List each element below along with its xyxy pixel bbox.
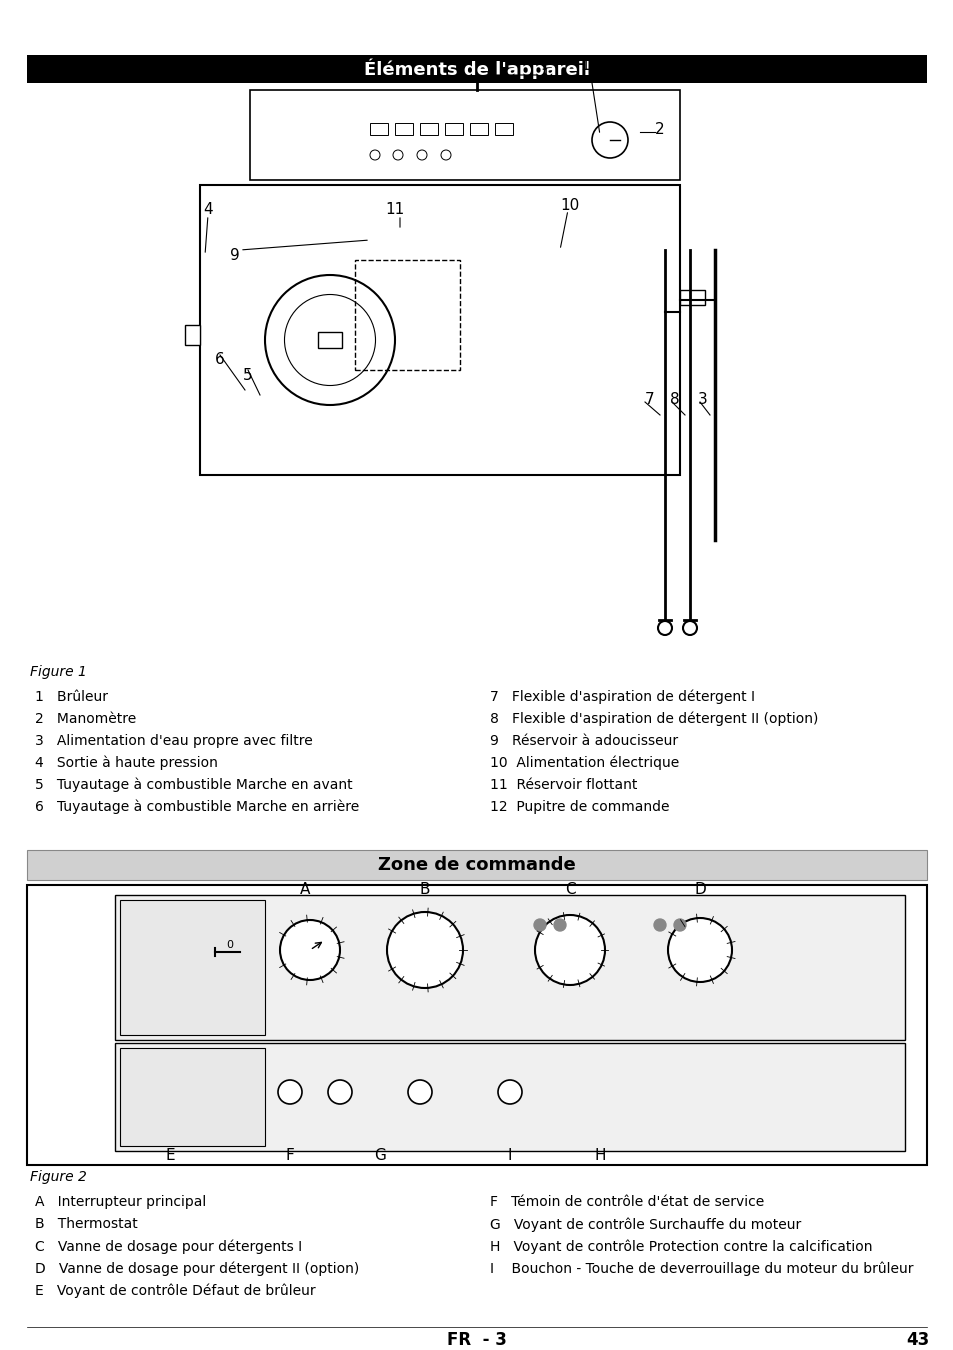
Text: 11: 11	[385, 202, 404, 217]
Text: 1   Brûleur: 1 Brûleur	[35, 690, 108, 703]
Text: 8: 8	[670, 393, 679, 408]
Text: I: I	[507, 1148, 512, 1162]
Text: 5: 5	[243, 367, 253, 382]
Bar	[115, 895, 904, 1040]
Text: 12: 12	[579, 58, 599, 73]
Text: H: H	[594, 1148, 605, 1162]
Text: E   Voyant de contrôle Défaut de brûleur: E Voyant de contrôle Défaut de brûleur	[35, 1282, 315, 1297]
Text: 8   Flexible d'aspiration de détergent II (option): 8 Flexible d'aspiration de détergent II …	[490, 711, 818, 726]
Circle shape	[654, 919, 665, 931]
Bar	[250, 90, 679, 180]
Bar	[27, 886, 926, 1165]
Bar	[27, 850, 926, 880]
Bar	[27, 55, 926, 82]
Text: 1: 1	[539, 68, 549, 82]
Text: Zone de commande: Zone de commande	[377, 856, 576, 873]
Text: 6   Tuyautage à combustible Marche en arrière: 6 Tuyautage à combustible Marche en arri…	[35, 801, 359, 814]
Text: 2   Manomètre: 2 Manomètre	[35, 711, 136, 726]
Bar	[495, 123, 513, 135]
Text: 3: 3	[698, 393, 707, 408]
Text: 43: 43	[905, 1331, 929, 1349]
Text: 9   Réservoir à adoucisseur: 9 Réservoir à adoucisseur	[490, 734, 678, 748]
Circle shape	[284, 294, 375, 386]
Text: D   Vanne de dosage pour détergent II (option): D Vanne de dosage pour détergent II (opt…	[35, 1261, 359, 1276]
Text: 6: 6	[214, 352, 225, 367]
Text: F: F	[285, 1148, 294, 1162]
Text: Figure 2: Figure 2	[30, 1170, 87, 1184]
Text: 10: 10	[559, 197, 579, 212]
Text: F   Témoin de contrôle d'état de service: F Témoin de contrôle d'état de service	[490, 1195, 763, 1210]
Text: 10  Alimentation électrique: 10 Alimentation électrique	[490, 756, 679, 771]
Text: E: E	[165, 1148, 174, 1162]
Circle shape	[265, 275, 395, 405]
Text: 11  Réservoir flottant: 11 Réservoir flottant	[490, 778, 637, 792]
Circle shape	[497, 1080, 521, 1104]
Bar	[120, 1048, 265, 1146]
Text: Éléments de l'appareil: Éléments de l'appareil	[364, 59, 589, 80]
Circle shape	[534, 919, 545, 931]
Circle shape	[535, 915, 604, 986]
Text: 4   Sortie à haute pression: 4 Sortie à haute pression	[35, 756, 217, 771]
Text: 4: 4	[203, 202, 213, 217]
Text: G: G	[374, 1148, 386, 1162]
Bar	[355, 261, 459, 370]
Text: 2: 2	[655, 123, 664, 138]
Circle shape	[667, 918, 731, 981]
Bar	[115, 1044, 904, 1152]
Bar	[395, 123, 413, 135]
Circle shape	[387, 913, 462, 988]
Text: B   Thermostat: B Thermostat	[35, 1216, 137, 1231]
Bar	[470, 123, 488, 135]
Text: 12  Pupitre de commande: 12 Pupitre de commande	[490, 801, 669, 814]
Text: 9: 9	[230, 247, 239, 262]
Circle shape	[277, 1080, 302, 1104]
Bar	[419, 123, 437, 135]
Text: A: A	[299, 883, 310, 898]
Circle shape	[328, 1080, 352, 1104]
Circle shape	[408, 1080, 432, 1104]
Bar	[185, 325, 200, 346]
Circle shape	[554, 919, 565, 931]
Text: B: B	[419, 883, 430, 898]
Circle shape	[280, 919, 339, 980]
Text: FR  - 3: FR - 3	[447, 1331, 506, 1349]
Text: 5   Tuyautage à combustible Marche en avant: 5 Tuyautage à combustible Marche en avan…	[35, 778, 353, 792]
Bar	[679, 290, 704, 305]
Text: 0: 0	[226, 940, 233, 950]
Text: I    Bouchon - Touche de deverrouillage du moteur du brûleur: I Bouchon - Touche de deverrouillage du …	[490, 1261, 913, 1276]
Text: C: C	[564, 883, 575, 898]
Bar	[444, 123, 462, 135]
Text: 7: 7	[644, 393, 654, 408]
Bar	[317, 332, 341, 348]
Text: A   Interrupteur principal: A Interrupteur principal	[35, 1195, 206, 1210]
Bar	[370, 123, 388, 135]
Text: Figure 1: Figure 1	[30, 666, 87, 679]
Bar	[120, 900, 265, 1035]
Text: H   Voyant de contrôle Protection contre la calcification: H Voyant de contrôle Protection contre l…	[490, 1239, 872, 1254]
Text: C   Vanne de dosage pour détergents I: C Vanne de dosage pour détergents I	[35, 1239, 302, 1254]
Text: 3   Alimentation d'eau propre avec filtre: 3 Alimentation d'eau propre avec filtre	[35, 734, 313, 748]
Circle shape	[673, 919, 685, 931]
Text: 7   Flexible d'aspiration de détergent I: 7 Flexible d'aspiration de détergent I	[490, 690, 754, 705]
Text: G   Voyant de contrôle Surchauffe du moteur: G Voyant de contrôle Surchauffe du moteu…	[490, 1216, 801, 1231]
Text: D: D	[694, 883, 705, 898]
Bar	[200, 185, 679, 475]
